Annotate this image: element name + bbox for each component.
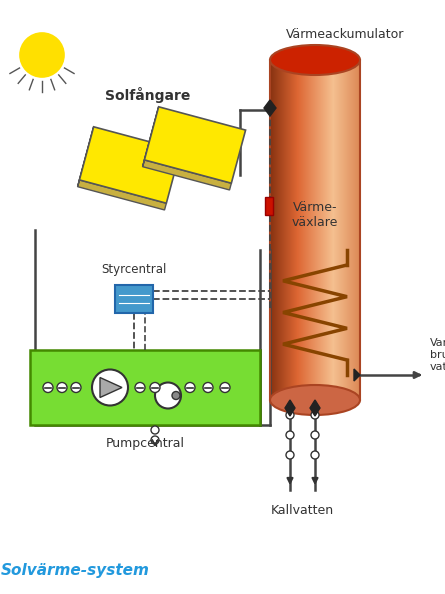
Text: Solvärme­system: Solvärme­system <box>0 563 150 577</box>
Polygon shape <box>264 100 276 116</box>
Ellipse shape <box>270 385 360 415</box>
FancyBboxPatch shape <box>115 285 153 313</box>
Ellipse shape <box>270 45 360 75</box>
FancyBboxPatch shape <box>265 197 273 215</box>
Circle shape <box>172 391 180 400</box>
Circle shape <box>20 33 64 77</box>
Polygon shape <box>100 378 122 397</box>
Text: Varmt
bruks-
vatten: Varmt bruks- vatten <box>430 339 445 372</box>
Circle shape <box>185 383 195 393</box>
Polygon shape <box>145 107 246 183</box>
Circle shape <box>286 411 294 419</box>
Circle shape <box>286 451 294 459</box>
Circle shape <box>311 411 319 419</box>
Circle shape <box>203 383 213 393</box>
Circle shape <box>311 451 319 459</box>
Circle shape <box>286 431 294 439</box>
Circle shape <box>135 383 145 393</box>
Text: Värme-
växlare: Värme- växlare <box>292 201 338 229</box>
Text: Solfångare: Solfångare <box>105 87 191 103</box>
Text: Styrcentral: Styrcentral <box>101 263 167 276</box>
Circle shape <box>220 383 230 393</box>
Polygon shape <box>142 107 159 167</box>
Circle shape <box>150 383 160 393</box>
Polygon shape <box>77 180 166 210</box>
FancyBboxPatch shape <box>30 350 260 425</box>
Circle shape <box>151 436 159 444</box>
Text: Kallvatten: Kallvatten <box>271 504 334 517</box>
Polygon shape <box>79 127 181 203</box>
Circle shape <box>57 383 67 393</box>
Circle shape <box>311 431 319 439</box>
Text: Pumpcentral: Pumpcentral <box>105 437 185 450</box>
Polygon shape <box>77 127 93 187</box>
Circle shape <box>92 369 128 406</box>
Polygon shape <box>285 400 295 416</box>
Circle shape <box>43 383 53 393</box>
Text: Värmeackumulator: Värmeackumulator <box>286 29 404 42</box>
Circle shape <box>151 426 159 434</box>
Polygon shape <box>310 400 320 416</box>
Circle shape <box>155 383 181 409</box>
Polygon shape <box>354 369 360 381</box>
Polygon shape <box>142 160 231 190</box>
Circle shape <box>71 383 81 393</box>
